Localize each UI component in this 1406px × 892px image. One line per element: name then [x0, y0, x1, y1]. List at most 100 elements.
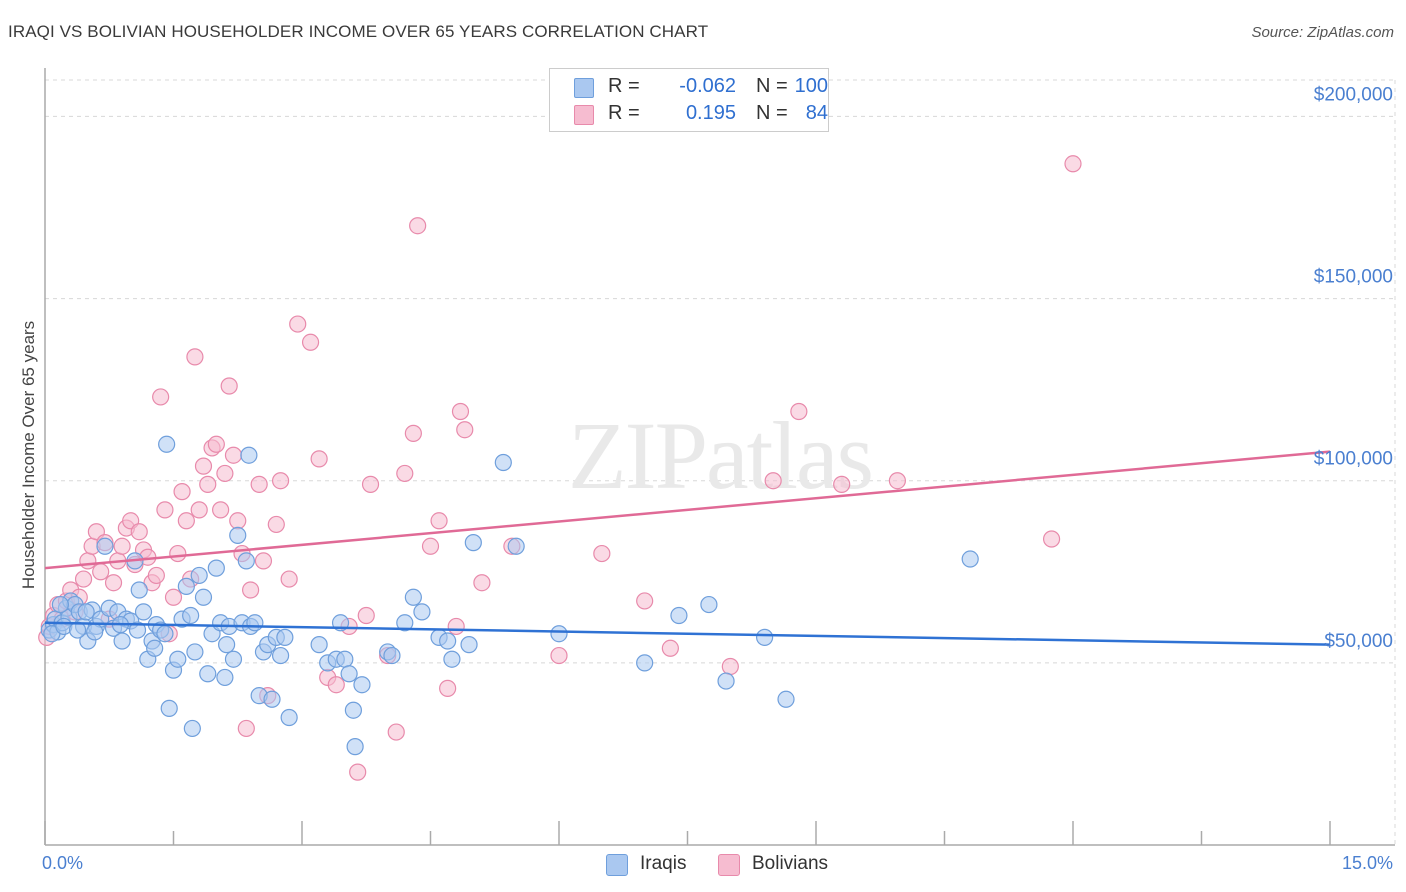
y-tick-label: $200,000 [1314, 84, 1393, 105]
bolivian-point [409, 217, 427, 235]
iraqi-point [346, 738, 364, 756]
iraqi-point [276, 628, 294, 646]
bolivian-point [280, 570, 298, 588]
iraqi-point [177, 577, 195, 595]
bolivian-point [721, 657, 739, 676]
legend-n-label: N = [756, 102, 788, 124]
bolivian-point [152, 388, 170, 406]
bolivian-point [177, 512, 195, 530]
iraqi-point [271, 646, 290, 665]
legend-r-value: 0.195 [685, 102, 736, 124]
bolivian-point [764, 472, 782, 490]
iraqi-point [183, 719, 201, 738]
legend-n-value: 84 [805, 102, 828, 124]
iraqi-legend-swatch [606, 854, 628, 876]
bolivian-point [473, 574, 491, 592]
bolivian-point [439, 679, 457, 697]
bolivian-point [237, 719, 255, 738]
iraqi-point [310, 636, 328, 654]
iraqi-trend-line [44, 621, 1331, 646]
bolivian-point [310, 450, 328, 468]
bolivian-point [451, 402, 470, 421]
y-tick-label: $50,000 [1324, 631, 1393, 652]
bolivian-points [38, 155, 1082, 781]
iraqi-point [182, 606, 200, 625]
iraqi-point [246, 614, 264, 632]
bolivian-point [212, 501, 230, 519]
bolivian-point [387, 723, 405, 741]
bolivian-legend-swatch [718, 854, 740, 876]
iraqi-point [194, 588, 213, 606]
iraqi-point [494, 453, 512, 472]
y-tick-labels: $50,000 $100,000 $150,000 $200,000 [1314, 84, 1393, 651]
legend-r-value: -0.062 [679, 75, 736, 97]
iraqi-point [96, 537, 114, 555]
iraqi-point [961, 550, 979, 568]
iraqi-point [240, 446, 258, 464]
iraqi-point [68, 621, 87, 639]
bolivian-point [229, 512, 247, 530]
legend-r-label: R = [608, 75, 640, 97]
bolivian-point [250, 475, 268, 493]
chart-title: IRAQI VS BOLIVIAN HOUSEHOLDER INCOME OVE… [8, 22, 709, 41]
x-tick-labels: 0.0% 15.0% [42, 853, 1393, 873]
bolivian-point [1042, 530, 1061, 548]
bolivian-point [447, 617, 465, 636]
iraqi-point [404, 588, 422, 606]
iraqi-point [86, 623, 104, 641]
bolivian-point [190, 501, 208, 519]
iraqi-point [396, 614, 414, 632]
iraqi-point [717, 672, 735, 690]
legend-n-label: N = [756, 75, 788, 97]
iraqi-point [237, 552, 255, 570]
bolivian-point [130, 523, 148, 541]
iraqi-point [130, 581, 148, 599]
bolivian-point [199, 475, 217, 493]
bolivian-point [254, 552, 273, 570]
iraqi-point [216, 668, 234, 687]
x-tick-label-max: 15.0% [1342, 853, 1393, 873]
iraqi-point [207, 559, 225, 577]
iraqi-point [229, 526, 247, 544]
iraqi-point [280, 708, 298, 727]
correlation-legend: R = -0.062 N = 100 R = 0.195 N = 84 [549, 68, 829, 132]
bolivian-point [888, 472, 906, 490]
bolivian-point [74, 570, 93, 588]
iraqi-points [40, 435, 979, 756]
bolivian-point [790, 402, 808, 421]
bolivian-point [456, 421, 474, 439]
axes [44, 68, 1395, 846]
iraqi-point [777, 690, 795, 708]
iraqi-point [636, 654, 654, 672]
iraqi-point [77, 603, 95, 621]
bolivian-point [194, 457, 213, 475]
iraqi-point [158, 435, 176, 453]
bolivian-point [242, 581, 260, 599]
bolivian-point [173, 483, 191, 501]
iraqi-point [670, 606, 688, 625]
iraqi-point [340, 665, 358, 683]
bolivian-point [224, 446, 243, 464]
bolivian-point [267, 515, 285, 534]
y-tick-label: $100,000 [1314, 449, 1393, 470]
iraqi-point [186, 643, 204, 661]
iraqi-point [51, 595, 70, 614]
bolivian-point [636, 592, 654, 610]
y-tick-label: $150,000 [1314, 267, 1393, 288]
bolivian-point [92, 563, 110, 581]
bolivian-point [301, 333, 320, 351]
bolivian-point [421, 537, 440, 555]
bolivian-trend-line [44, 450, 1331, 570]
iraqi-point [413, 603, 431, 621]
bolivian-point [207, 435, 225, 453]
bolivian-point [833, 475, 851, 493]
iraqi-point [113, 632, 131, 650]
iraqi-point [383, 646, 401, 665]
bolivian-point [349, 763, 367, 781]
bolivian-point [361, 475, 380, 493]
iraqi-point [134, 603, 153, 621]
iraqi-point [169, 650, 187, 668]
iraqi-point [464, 534, 482, 552]
bolivian-point [186, 348, 204, 366]
